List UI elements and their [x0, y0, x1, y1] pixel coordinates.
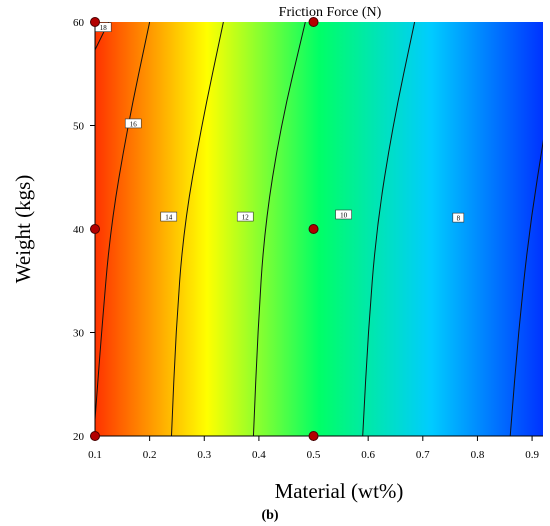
contour-label-10: 10 — [335, 209, 352, 220]
x-tick-label: 0.9 — [525, 449, 539, 461]
design-point — [308, 431, 319, 441]
contour-label-16: 16 — [124, 118, 142, 128]
plot-area: 18 16 14 12 10 8 — [95, 22, 543, 436]
y-axis-label: Weight (kgs) — [11, 175, 35, 284]
contour-label-14: 14 — [160, 211, 178, 222]
design-point — [90, 17, 100, 27]
design-point — [90, 431, 100, 441]
contour-label-text: 12 — [242, 214, 250, 222]
y-tick-label: 20 — [73, 431, 85, 443]
contour-label-text: 14 — [165, 214, 173, 222]
y-tick-label: 40 — [73, 224, 85, 236]
contour-lines — [95, 22, 543, 436]
design-point — [90, 224, 100, 234]
x-axis-ticks: 0.1 0.2 0.3 0.4 0.5 0.6 0.7 0.8 0.9 — [88, 436, 539, 461]
contour-line-8 — [509, 139, 543, 436]
axes: 0.1 0.2 0.3 0.4 0.5 0.6 0.7 0.8 0.9 20 30 40 50 60 — [73, 17, 543, 461]
contour-line-10 — [362, 22, 416, 436]
x-tick-label: 0.1 — [88, 449, 102, 461]
x-tick-label: 0.8 — [471, 449, 485, 461]
contour-label-text: 8 — [457, 215, 461, 223]
contour-labels: 18 16 14 12 10 8 — [95, 22, 465, 223]
y-tick-label: 60 — [73, 17, 85, 29]
x-tick-label: 0.7 — [416, 449, 430, 461]
design-point — [308, 17, 319, 27]
contour-label-12: 12 — [236, 211, 254, 222]
contour-label-8: 8 — [452, 212, 465, 223]
design-points — [90, 17, 319, 441]
contour-label-text: 16 — [130, 120, 138, 128]
y-tick-label: 30 — [73, 328, 85, 340]
figure-caption: (b) — [261, 508, 278, 523]
x-tick-label: 0.3 — [197, 449, 211, 461]
x-tick-label: 0.4 — [252, 449, 266, 461]
contour-line-16 — [95, 22, 151, 420]
contour-line-12 — [252, 22, 306, 436]
contour-label-text: 18 — [100, 24, 108, 32]
heatmap-background — [95, 22, 543, 436]
design-point — [308, 224, 319, 234]
contour-label-text: 10 — [340, 212, 348, 220]
x-tick-label: 0.2 — [143, 449, 157, 461]
chart-title: Friction Force (N) — [279, 5, 382, 20]
y-tick-label: 50 — [73, 121, 85, 133]
x-axis-label: Material (wt%) — [275, 479, 404, 503]
contour-line-14 — [170, 22, 224, 436]
x-tick-label: 0.6 — [361, 449, 375, 461]
x-tick-label: 0.5 — [307, 449, 321, 461]
